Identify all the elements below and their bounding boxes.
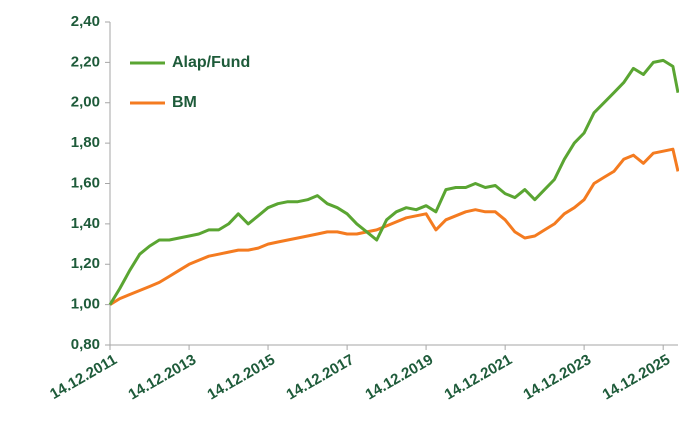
x-tick-label: 14.12.2013 (126, 351, 200, 403)
legend-label: BM (172, 94, 197, 111)
y-tick-label: 2,20 (71, 53, 100, 70)
y-tick-label: 1,60 (71, 174, 100, 191)
x-tick-label: 14.12.2017 (284, 351, 358, 403)
y-tick-label: 1,40 (71, 215, 100, 232)
series-line (109, 147, 679, 306)
y-tick-label: 1,20 (71, 255, 100, 272)
x-tick-label: 14.12.2019 (363, 351, 437, 403)
y-tick-label: 2,00 (71, 94, 100, 111)
series-line (108, 58, 679, 306)
x-tick-label: 14.12.2011 (47, 351, 120, 403)
x-tick-label: 14.12.2021 (442, 351, 516, 403)
y-tick-label: 2,40 (71, 13, 100, 30)
y-tick-label: 1,00 (71, 296, 100, 313)
y-tick-label: 0,80 (71, 336, 100, 353)
x-tick-label: 14.12.2023 (521, 351, 595, 403)
x-tick-label: 14.12.2015 (205, 351, 279, 403)
x-tick-label: 14.12.2025 (600, 351, 674, 403)
legend-label: Alap/Fund (172, 54, 250, 71)
y-tick-label: 1,80 (71, 134, 100, 151)
